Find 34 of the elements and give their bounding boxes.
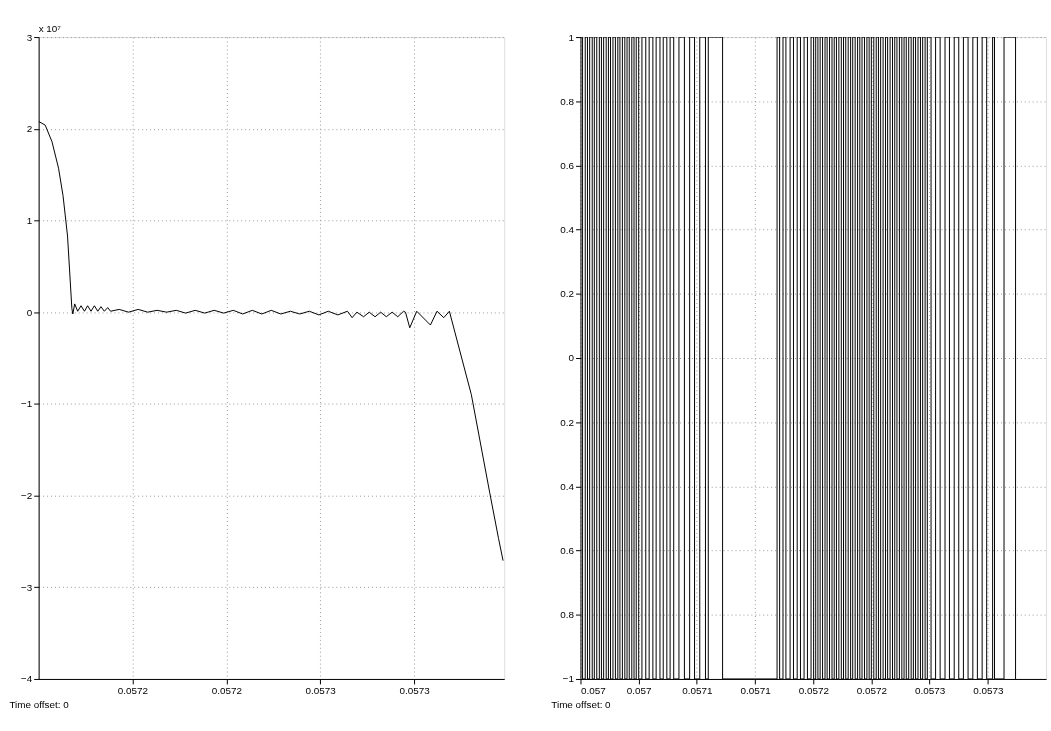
x-tick-label: 0.0572 [117,685,149,697]
y-tick-label: 0.2 [560,416,575,428]
y-tick-label: 0.8 [560,95,575,107]
x-tick-label: 0.0573 [973,685,1004,697]
x-tick-label: 0.0572 [798,685,829,697]
x-tick-label: 0.0571 [682,685,713,697]
x-tick-label: 0.057 [580,685,606,697]
y-tick-label: 0 [568,352,575,364]
x-tick-label: 0.0573 [399,685,431,697]
y-tick-label: 0 [26,306,33,318]
y-tick-label: 1 [26,214,33,226]
y-tick-label: −4 [20,673,33,685]
y-tick-label: 1 [568,31,575,43]
x-tick-label: 0.057 [626,685,652,697]
y-tick-label: −1 [562,673,575,685]
y-tick-label: 3 [26,31,33,43]
x-tick-label: 0.0572 [856,685,888,697]
y-tick-label: −1 [20,398,33,410]
y-tick-label: 0.4 [560,480,575,492]
x-tick-label: 0.0571 [740,685,772,697]
y-tick-label: 0.8 [560,609,575,621]
y-tick-label: 2 [26,123,33,135]
x-tick-label: 0.0573 [915,685,946,697]
y-tick-label: 0.6 [560,545,575,557]
x-tick-label: 0.0573 [305,685,337,697]
x-tick-label: 0.0572 [211,685,242,697]
y-tick-label: 0.4 [560,224,575,236]
y-tick-label: −2 [20,490,33,502]
y-tick-label: 0.2 [560,288,575,300]
y-tick-label: 0.6 [560,159,575,171]
x-axis-title: Time offset: 0 [9,699,70,711]
text: x 10⁷ [38,23,62,35]
x-axis-title: Time offset: 0 [551,699,612,711]
y-tick-label: −3 [20,581,33,593]
